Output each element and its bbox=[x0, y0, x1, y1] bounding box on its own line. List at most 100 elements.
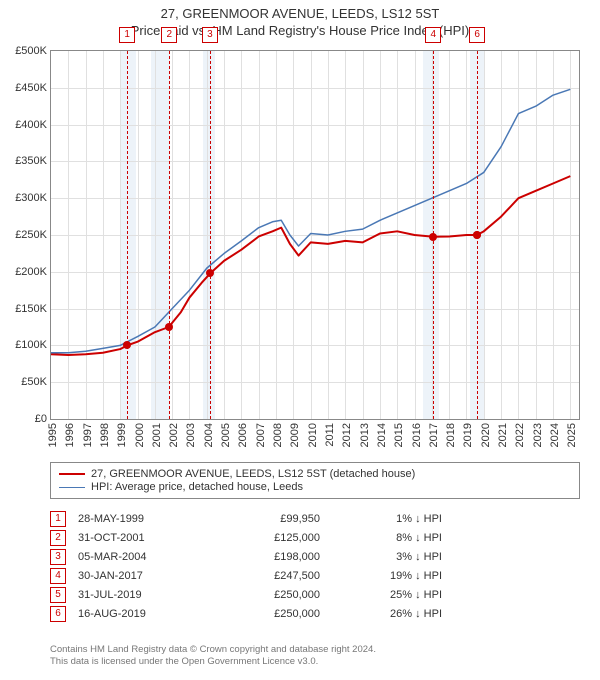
x-axis-label: 2020 bbox=[480, 423, 492, 447]
footer-line-1: Contains HM Land Registry data © Crown c… bbox=[50, 644, 580, 656]
x-axis-label: 2000 bbox=[134, 423, 146, 447]
x-axis-label: 2011 bbox=[324, 423, 336, 447]
table-row: 1 28-MAY-1999 £99,950 1% ↓ HPI bbox=[50, 511, 580, 527]
x-axis-label: 2018 bbox=[445, 423, 457, 447]
sale-marker-line bbox=[210, 51, 211, 419]
legend-swatch bbox=[59, 473, 85, 475]
sale-marker-dot bbox=[165, 323, 173, 331]
x-axis-label: 2017 bbox=[428, 423, 440, 447]
x-axis-label: 2019 bbox=[462, 423, 474, 447]
x-axis-label: 1996 bbox=[64, 423, 76, 447]
plot-region: £0£50K£100K£150K£200K£250K£300K£350K£400… bbox=[50, 50, 580, 420]
row-diff: 19% ↓ HPI bbox=[332, 570, 442, 582]
legend-item: 27, GREENMOOR AVENUE, LEEDS, LS12 5ST (d… bbox=[59, 468, 571, 480]
chart-area: £0£50K£100K£150K£200K£250K£300K£350K£400… bbox=[50, 50, 580, 420]
row-marker-box: 6 bbox=[50, 606, 66, 622]
row-date: 31-JUL-2019 bbox=[78, 589, 208, 601]
x-axis-label: 2009 bbox=[289, 423, 301, 447]
sale-marker-box: 1 bbox=[119, 27, 135, 43]
row-price: £99,950 bbox=[220, 513, 320, 525]
series-price_paid bbox=[51, 176, 570, 355]
legend-label: 27, GREENMOOR AVENUE, LEEDS, LS12 5ST (d… bbox=[91, 468, 415, 480]
row-diff: 8% ↓ HPI bbox=[332, 532, 442, 544]
sale-marker-dot bbox=[206, 269, 214, 277]
x-axis-label: 2003 bbox=[185, 423, 197, 447]
x-axis-label: 2005 bbox=[220, 423, 232, 447]
row-date: 30-JAN-2017 bbox=[78, 570, 208, 582]
row-marker-box: 5 bbox=[50, 587, 66, 603]
row-price: £198,000 bbox=[220, 551, 320, 563]
sale-marker-box: 3 bbox=[202, 27, 218, 43]
row-diff: 3% ↓ HPI bbox=[332, 551, 442, 563]
row-marker-box: 4 bbox=[50, 568, 66, 584]
x-axis-label: 2008 bbox=[272, 423, 284, 447]
legend-swatch bbox=[59, 487, 85, 488]
sale-marker-box: 4 bbox=[425, 27, 441, 43]
chart-svg bbox=[51, 51, 579, 419]
x-axis-label: 2006 bbox=[237, 423, 249, 447]
x-axis-label: 2024 bbox=[549, 423, 561, 447]
x-axis-label: 1998 bbox=[99, 423, 111, 447]
x-axis-label: 2023 bbox=[532, 423, 544, 447]
series-hpi bbox=[51, 89, 570, 352]
row-price: £250,000 bbox=[220, 589, 320, 601]
sale-marker-line bbox=[169, 51, 170, 419]
row-diff: 25% ↓ HPI bbox=[332, 589, 442, 601]
x-axis-label: 2013 bbox=[359, 423, 371, 447]
x-axis-label: 2012 bbox=[341, 423, 353, 447]
row-marker-box: 1 bbox=[50, 511, 66, 527]
sale-marker-dot bbox=[473, 231, 481, 239]
y-axis-label: £450K bbox=[15, 82, 47, 94]
y-axis-label: £150K bbox=[15, 303, 47, 315]
row-date: 05-MAR-2004 bbox=[78, 551, 208, 563]
x-axis-label: 2025 bbox=[566, 423, 578, 447]
row-diff: 26% ↓ HPI bbox=[332, 608, 442, 620]
table-row: 3 05-MAR-2004 £198,000 3% ↓ HPI bbox=[50, 549, 580, 565]
table-row: 4 30-JAN-2017 £247,500 19% ↓ HPI bbox=[50, 568, 580, 584]
footer: Contains HM Land Registry data © Crown c… bbox=[50, 644, 580, 668]
sale-marker-box: 6 bbox=[469, 27, 485, 43]
y-axis-label: £100K bbox=[15, 339, 47, 351]
y-axis-label: £300K bbox=[15, 192, 47, 204]
x-axis-label: 2001 bbox=[151, 423, 163, 447]
row-marker-box: 2 bbox=[50, 530, 66, 546]
y-axis-label: £350K bbox=[15, 155, 47, 167]
legend-label: HPI: Average price, detached house, Leed… bbox=[91, 481, 303, 493]
sale-marker-line bbox=[127, 51, 128, 419]
x-axis-label: 1995 bbox=[47, 423, 59, 447]
footer-line-2: This data is licensed under the Open Gov… bbox=[50, 656, 580, 668]
row-price: £250,000 bbox=[220, 608, 320, 620]
x-axis-label: 2014 bbox=[376, 423, 388, 447]
sale-marker-box: 2 bbox=[161, 27, 177, 43]
legend-item: HPI: Average price, detached house, Leed… bbox=[59, 481, 571, 493]
table-row: 6 16-AUG-2019 £250,000 26% ↓ HPI bbox=[50, 606, 580, 622]
x-axis-label: 2002 bbox=[168, 423, 180, 447]
y-axis-label: £0 bbox=[35, 413, 47, 425]
row-price: £247,500 bbox=[220, 570, 320, 582]
y-axis-label: £400K bbox=[15, 119, 47, 131]
y-axis-label: £50K bbox=[21, 376, 47, 388]
y-axis-label: £200K bbox=[15, 266, 47, 278]
table-row: 5 31-JUL-2019 £250,000 25% ↓ HPI bbox=[50, 587, 580, 603]
title-block: 27, GREENMOOR AVENUE, LEEDS, LS12 5ST Pr… bbox=[0, 0, 600, 40]
row-date: 28-MAY-1999 bbox=[78, 513, 208, 525]
x-axis-label: 2004 bbox=[203, 423, 215, 447]
sales-table: 1 28-MAY-1999 £99,950 1% ↓ HPI 2 31-OCT-2001 £… bbox=[50, 508, 580, 625]
sale-marker-dot bbox=[429, 233, 437, 241]
x-axis-label: 2007 bbox=[255, 423, 267, 447]
row-marker-box: 3 bbox=[50, 549, 66, 565]
x-axis-label: 2021 bbox=[497, 423, 509, 447]
x-axis-label: 1999 bbox=[116, 423, 128, 447]
legend: 27, GREENMOOR AVENUE, LEEDS, LS12 5ST (d… bbox=[50, 462, 580, 499]
table-row: 2 31-OCT-2001 £125,000 8% ↓ HPI bbox=[50, 530, 580, 546]
y-axis-label: £500K bbox=[15, 45, 47, 57]
row-diff: 1% ↓ HPI bbox=[332, 513, 442, 525]
y-axis-label: £250K bbox=[15, 229, 47, 241]
row-price: £125,000 bbox=[220, 532, 320, 544]
x-axis-label: 2010 bbox=[307, 423, 319, 447]
x-axis-label: 2022 bbox=[514, 423, 526, 447]
row-date: 16-AUG-2019 bbox=[78, 608, 208, 620]
x-axis-label: 1997 bbox=[82, 423, 94, 447]
row-date: 31-OCT-2001 bbox=[78, 532, 208, 544]
title-line-1: 27, GREENMOOR AVENUE, LEEDS, LS12 5ST bbox=[0, 6, 600, 21]
